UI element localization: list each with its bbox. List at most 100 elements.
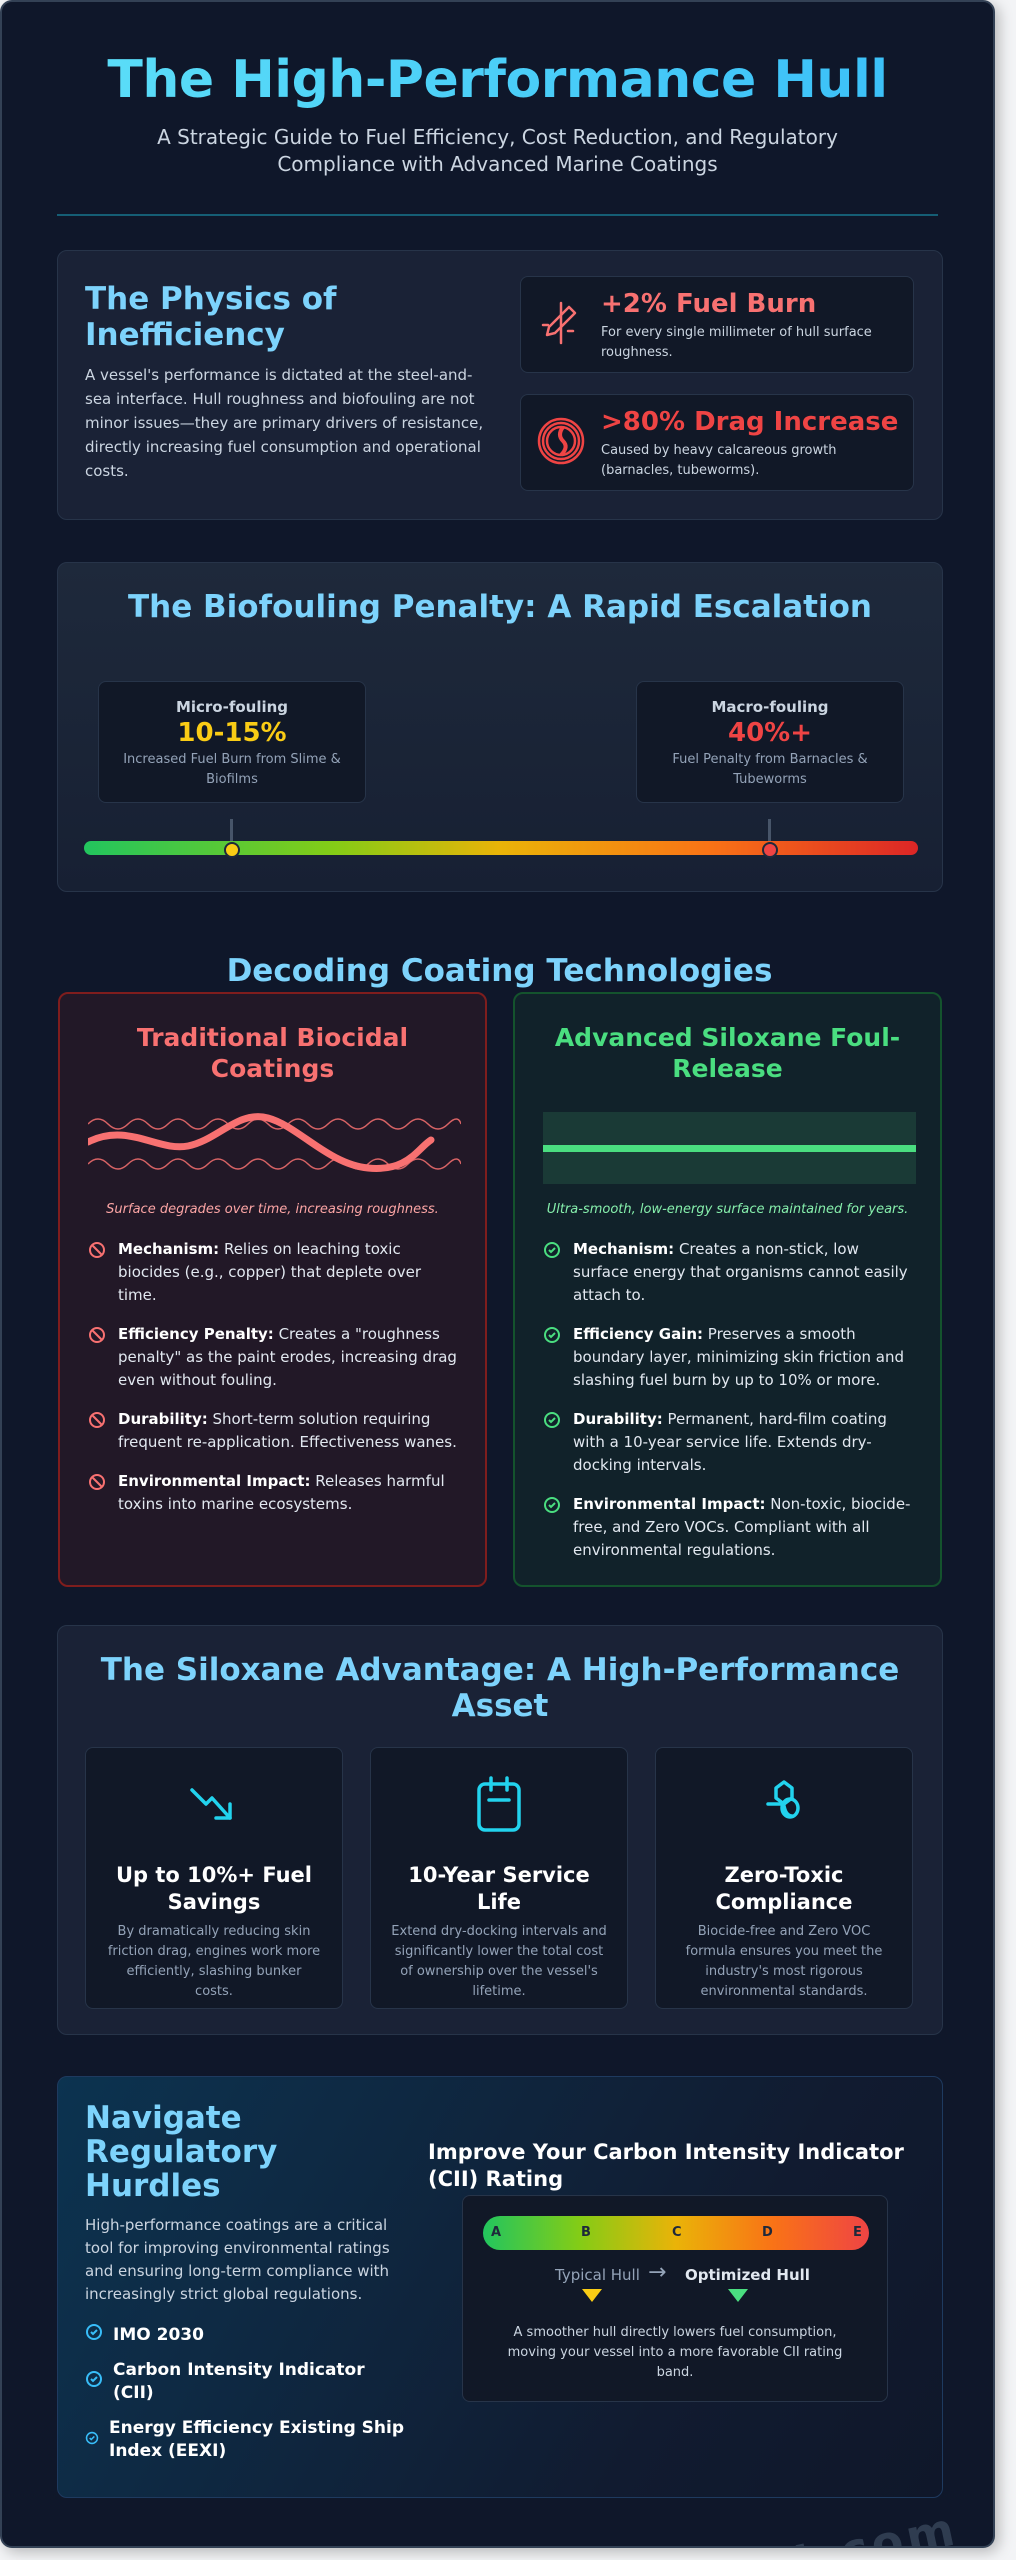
ban-icon xyxy=(89,1327,105,1343)
macro-marker-stem xyxy=(768,819,771,845)
fouling-label: Micro-fouling xyxy=(175,698,289,716)
stat-desc: Caused by heavy calcareous growth (barna… xyxy=(601,443,837,478)
pencil-off-icon xyxy=(541,301,577,345)
traditional-list: Mechanism: Relies on leaching toxic bioc… xyxy=(88,1238,463,1532)
item-label: Durability: xyxy=(573,1410,663,1428)
card-title: Traditional Biocidal Coatings xyxy=(136,1023,409,1083)
item-label: Environmental Impact: xyxy=(118,1472,311,1490)
stat-card-drag: >80% Drag Increase Caused by heavy calca… xyxy=(520,394,914,491)
typical-hull-label: Typical Hull xyxy=(555,2266,640,2284)
check-circle-icon xyxy=(86,2370,102,2387)
check-circle-icon xyxy=(544,1327,560,1343)
item-label: Mechanism: xyxy=(118,1240,220,1258)
stat-card-fuel-burn: +2% Fuel Burn For every single millimete… xyxy=(520,276,914,373)
fouling-desc: Increased Fuel Burn from Slime & Biofilm… xyxy=(123,752,341,787)
list-item: Efficiency Penalty: Creates a "roughness… xyxy=(88,1323,463,1392)
advantage-desc: Extend dry-docking intervals and signifi… xyxy=(391,1924,607,1999)
item-text: Releases harmful toxins into marine ecos… xyxy=(118,1472,445,1513)
section-title: The Physics of Inefficiency xyxy=(85,281,337,353)
item-text: Preserves a smooth boundary layer, minim… xyxy=(573,1325,905,1389)
fouling-label: Macro-fouling xyxy=(711,698,829,716)
optimized-marker-icon xyxy=(728,2289,748,2302)
header-divider xyxy=(57,214,938,216)
list-item: Efficiency Gain: Preserves a smooth boun… xyxy=(543,1323,918,1392)
physics-section: The Physics of Inefficiency A vessel's p… xyxy=(57,250,943,520)
regulation-label: IMO 2030 xyxy=(113,2325,204,2345)
smooth-surface-illustration xyxy=(543,1112,916,1184)
infographic-page: seacoat.com The High-Performance Hull A … xyxy=(0,0,995,2548)
advantage-desc: Biocide-free and Zero VOC formula ensure… xyxy=(685,1924,883,1999)
grade-label: D xyxy=(762,2225,773,2240)
micro-fouling-box: Micro-fouling 10-15% Increased Fuel Burn… xyxy=(98,681,366,803)
arrow-icon: → xyxy=(648,2260,667,2285)
item-text: Permanent, hard-film coating with a 10-y… xyxy=(573,1410,887,1474)
cii-rating-bar: A B C D E xyxy=(483,2216,869,2250)
advantage-card-fuel: Up to 10%+ Fuel Savings By dramatically … xyxy=(85,1747,343,2009)
optimized-hull-label: Optimized Hull xyxy=(685,2266,810,2284)
physics-body: A vessel's performance is dictated at th… xyxy=(85,366,484,480)
regulation-item: IMO 2030 xyxy=(85,2323,405,2348)
stat-headline: >80% Drag Increase xyxy=(601,407,899,437)
ban-icon xyxy=(89,1474,105,1490)
list-item: Mechanism: Creates a non-stick, low surf… xyxy=(543,1238,918,1307)
advantage-title: 10-Year Service Life xyxy=(408,1863,590,1914)
page-subtitle: A Strategic Guide to Fuel Efficiency, Co… xyxy=(157,125,838,176)
regulation-label: Carbon Intensity Indicator (CII) xyxy=(113,2360,365,2403)
card-caption: Surface degrades over time, increasing r… xyxy=(106,1202,439,1217)
grade-label: A xyxy=(491,2225,502,2240)
regulatory-body: High-performance coatings are a critical… xyxy=(85,2216,390,2303)
advantage-card-service-life: 10-Year Service Life Extend dry-docking … xyxy=(370,1747,628,2009)
watermark: seacoat.com xyxy=(590,2501,963,2546)
check-circle-icon xyxy=(85,2431,99,2444)
regulation-item: Energy Efficiency Existing Ship Index (E… xyxy=(85,2417,405,2463)
ban-icon xyxy=(89,1412,105,1428)
trending-down-icon xyxy=(190,1788,232,1820)
cii-title: Improve Your Carbon Intensity Indicator … xyxy=(428,2140,904,2191)
advanced-list: Mechanism: Creates a non-stick, low surf… xyxy=(543,1238,918,1578)
check-circle-icon xyxy=(544,1412,560,1428)
header: The High-Performance Hull A Strategic Gu… xyxy=(2,2,993,216)
ban-icon xyxy=(89,1242,105,1258)
item-label: Environmental Impact: xyxy=(573,1495,766,1513)
biofouling-section: The Biofouling Penalty: A Rapid Escalati… xyxy=(57,562,943,892)
fouling-severity-bar xyxy=(84,841,918,855)
fouling-value: 10-15% xyxy=(177,718,287,748)
macro-marker-dot xyxy=(762,842,778,858)
item-label: Durability: xyxy=(118,1410,208,1428)
stat-desc: For every single millimeter of hull surf… xyxy=(601,325,872,360)
check-circle-icon xyxy=(544,1242,560,1258)
fouling-desc: Fuel Penalty from Barnacles & Tubeworms xyxy=(672,752,868,787)
grade-label: B xyxy=(581,2225,591,2240)
macro-fouling-box: Macro-fouling 40%+ Fuel Penalty from Bar… xyxy=(636,681,904,803)
item-text: Short-term solution requiring frequent r… xyxy=(118,1410,457,1451)
stat-headline: +2% Fuel Burn xyxy=(601,289,817,319)
item-label: Efficiency Penalty: xyxy=(118,1325,274,1343)
regulatory-section: Navigate Regulatory Hurdles High-perform… xyxy=(57,2076,943,2498)
calendar-icon xyxy=(477,1776,521,1832)
regulation-item: Carbon Intensity Indicator (CII) xyxy=(85,2359,405,2405)
item-text: Creates a non-stick, low surface energy … xyxy=(573,1240,908,1304)
advantage-title: Zero-Toxic Compliance xyxy=(715,1863,853,1914)
advantage-desc: By dramatically reducing skin friction d… xyxy=(107,1924,321,1999)
list-item: Durability: Short-term solution requirin… xyxy=(88,1408,463,1454)
advantage-title: Up to 10%+ Fuel Savings xyxy=(115,1863,313,1914)
traditional-coating-card: Traditional Biocidal Coatings Surface de… xyxy=(58,992,487,1587)
list-item: Durability: Permanent, hard-film coating… xyxy=(543,1408,918,1477)
section-title: Decoding Coating Technologies xyxy=(226,952,773,989)
advantage-section: The Siloxane Advantage: A High-Performan… xyxy=(57,1625,943,2035)
item-text: Relies on leaching toxic biocides (e.g.,… xyxy=(118,1240,421,1304)
card-title: Advanced Siloxane Foul-Release xyxy=(554,1023,901,1083)
regulation-label: Energy Efficiency Existing Ship Index (E… xyxy=(109,2418,404,2461)
fouling-value: 40%+ xyxy=(727,718,813,748)
check-circle-icon xyxy=(544,1497,560,1513)
typical-marker-icon xyxy=(582,2289,602,2302)
list-item: Mechanism: Relies on leaching toxic bioc… xyxy=(88,1238,463,1307)
item-text: Non-toxic, biocide-free, and Zero VOCs. … xyxy=(573,1495,911,1559)
item-text: Creates a "roughness penalty" as the pai… xyxy=(118,1325,457,1389)
section-title: The Siloxane Advantage: A High-Performan… xyxy=(100,1652,900,1724)
item-label: Efficiency Gain: xyxy=(573,1325,704,1343)
card-caption: Ultra-smooth, low-energy surface maintai… xyxy=(546,1202,909,1217)
item-label: Mechanism: xyxy=(573,1240,675,1258)
grade-label: C xyxy=(672,2225,682,2240)
advantage-card-compliance: Zero-Toxic Compliance Biocide-free and Z… xyxy=(655,1747,913,2009)
